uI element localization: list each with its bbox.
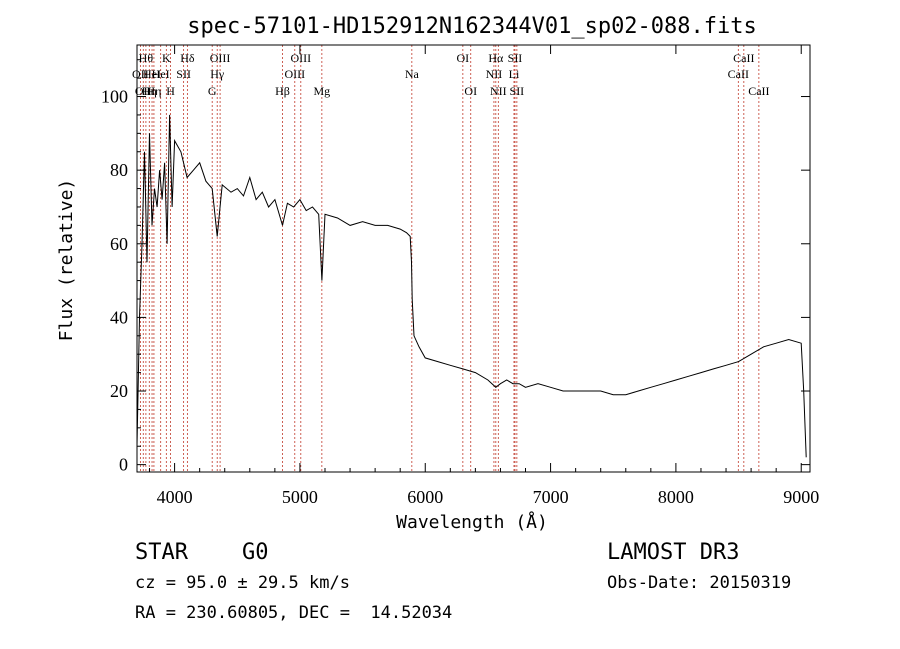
line-label-hη: Hη [142, 84, 157, 98]
x-axis-label: Wavelength (Å) [396, 511, 548, 533]
plot-frame [136, 44, 811, 473]
x-tick-label: 7000 [533, 487, 569, 507]
spectral-line-labels: OIIOIIHθHηHeIHηHeIKHSIIHδGHγOIIIHβOIIIOI… [132, 51, 769, 98]
y-tick-label: 40 [110, 307, 128, 327]
line-label-hγ: Hγ [210, 67, 225, 81]
x-tick-label: 4000 [157, 487, 193, 507]
y-axis-label: Flux (relative) [56, 179, 77, 342]
line-label-oiii: OIII [284, 67, 305, 81]
x-tick-label: 8000 [658, 487, 694, 507]
coordinates-text: RA = 230.60805, DEC = 14.52034 [135, 603, 453, 623]
line-label-hα: Hα [488, 51, 504, 65]
line-label-hβ: Hβ [275, 84, 290, 98]
line-label-caii: CaII [733, 51, 754, 65]
line-label-oiii: OIII [210, 51, 231, 65]
line-label-sii: SII [510, 84, 525, 98]
spectral-line-markers [139, 45, 760, 472]
line-label-oii: OII [132, 67, 149, 81]
x-axis-ticks: 4000 5000 6000 7000 8000 9000 [149, 45, 819, 507]
line-label-oii: OII [135, 84, 152, 98]
line-label-li: Li [509, 67, 520, 81]
x-tick-label: 5000 [282, 487, 318, 507]
line-label-oi: OI [457, 51, 470, 65]
x-tick-label: 9000 [783, 487, 819, 507]
subclass-label: G0 [242, 540, 269, 565]
redshift-text: cz = 95.0 ± 29.5 km/s [135, 573, 350, 593]
line-label-hδ: Hδ [180, 51, 195, 65]
obs-date-text: Obs-Date: 20150319 [607, 573, 792, 593]
y-tick-label: 100 [101, 87, 128, 107]
survey-label: LAMOST DR3 [607, 540, 740, 565]
line-label-na: Na [405, 67, 420, 81]
line-label-nii: NII [486, 67, 503, 81]
line-label-oi: OI [464, 84, 477, 98]
chart-title: spec-57101-HD152912N162344V01_sp02-088.f… [187, 14, 757, 39]
line-label-nii: NII [490, 84, 507, 98]
line-label-caii: CaII [728, 67, 749, 81]
line-label-mg: Mg [314, 84, 331, 98]
line-label-hθ: Hθ [139, 51, 154, 65]
y-tick-label: 60 [110, 234, 128, 254]
class-label: STAR [135, 540, 188, 565]
line-label-oiii: OIII [290, 51, 311, 65]
spectrum-line [136, 114, 807, 458]
y-tick-label: 0 [119, 455, 128, 475]
line-label-hη: Hη [146, 84, 161, 98]
line-label-hei: HeI [143, 67, 161, 81]
y-axis-ticks: 0 20 40 60 80 100 [101, 59, 810, 475]
line-label-caii: CaII [748, 84, 769, 98]
line-label-h: H [166, 84, 175, 98]
y-tick-label: 20 [110, 381, 128, 401]
line-label-hei: HeI [152, 67, 170, 81]
line-label-sii: SII [176, 67, 191, 81]
line-label-sii: SII [508, 51, 523, 65]
line-label-k: K [162, 51, 171, 65]
x-tick-label: 6000 [407, 487, 443, 507]
y-tick-label: 80 [110, 160, 128, 180]
line-label-g: G [208, 84, 217, 98]
